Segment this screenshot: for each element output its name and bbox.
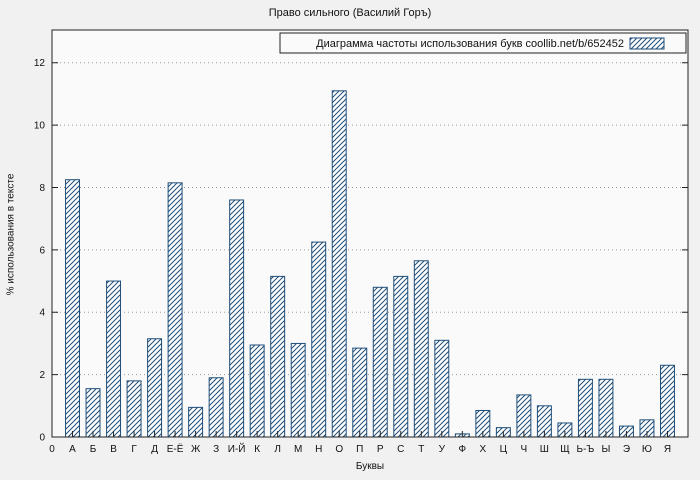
category-label: О bbox=[335, 444, 343, 455]
legend-box bbox=[279, 32, 687, 54]
x-origin-label: 0 bbox=[49, 444, 55, 455]
category-label: В bbox=[110, 444, 117, 455]
category-label: Т bbox=[418, 444, 424, 455]
category-label: Б bbox=[90, 444, 97, 455]
category-label: Ф bbox=[459, 444, 467, 455]
category-label: Э bbox=[623, 444, 630, 455]
bar-М bbox=[290, 342, 306, 438]
category-label: Д bbox=[151, 444, 158, 455]
category-label: Ж bbox=[191, 444, 201, 455]
bar-И-Й bbox=[229, 199, 245, 438]
bar-Г bbox=[126, 380, 142, 438]
y-tick-label: 6 bbox=[39, 245, 45, 256]
category-label: Л bbox=[274, 444, 281, 455]
bar-Х bbox=[475, 409, 491, 438]
bar-Щ bbox=[557, 422, 573, 438]
category-label: Е-Ё bbox=[167, 443, 184, 455]
category-label: Я bbox=[664, 444, 671, 455]
plot-border bbox=[51, 29, 689, 438]
category-label: П bbox=[356, 444, 363, 455]
category-label: Ю bbox=[642, 444, 652, 455]
legend-label: Диаграмма частоты использования букв coo… bbox=[316, 38, 624, 50]
category-label: Ы bbox=[602, 444, 611, 455]
category-label: Ч bbox=[521, 444, 528, 455]
bar-Ы bbox=[598, 378, 614, 438]
bar-Ж bbox=[188, 406, 204, 438]
bar-О bbox=[331, 90, 347, 438]
y-tick-label: 10 bbox=[34, 121, 46, 132]
bar-Е-Ё bbox=[167, 182, 183, 438]
bar-Ш bbox=[536, 405, 552, 438]
bar-Т bbox=[413, 260, 429, 438]
bar-Д bbox=[147, 338, 163, 438]
bar-С bbox=[393, 275, 409, 438]
category-label: А bbox=[69, 444, 76, 455]
category-label: Ь-Ъ bbox=[577, 444, 595, 455]
y-tick-label: 12 bbox=[34, 58, 46, 69]
category-label: Ш bbox=[540, 444, 549, 455]
bar-А bbox=[65, 179, 80, 438]
bar-К bbox=[249, 344, 265, 438]
bar-Я bbox=[660, 364, 675, 438]
category-label: Н bbox=[315, 444, 322, 455]
bar-Ь-Ъ bbox=[577, 378, 593, 438]
category-label: У bbox=[439, 444, 446, 455]
x-axis-label: Буквы bbox=[355, 461, 385, 472]
bar-Ч bbox=[516, 394, 532, 438]
category-label: Г bbox=[131, 444, 137, 455]
y-tick-label: 2 bbox=[39, 370, 45, 381]
bar-У bbox=[434, 339, 450, 438]
bar-В bbox=[106, 280, 122, 438]
chart-title: Право сильного (Василий Горъ) bbox=[268, 7, 432, 19]
legend-swatch bbox=[629, 37, 665, 50]
category-label: Р bbox=[377, 444, 384, 455]
bar-З bbox=[208, 377, 224, 438]
category-label: Х bbox=[480, 444, 487, 455]
category-label: С bbox=[397, 444, 404, 455]
bar-Н bbox=[311, 241, 327, 438]
category-label: К bbox=[254, 444, 260, 455]
category-label: Щ bbox=[560, 444, 569, 455]
y-tick-label: 4 bbox=[39, 308, 45, 319]
bar-Б bbox=[85, 388, 101, 438]
category-label: И-Й bbox=[228, 442, 246, 455]
category-label: З bbox=[213, 444, 219, 455]
y-tick-label: 0 bbox=[39, 433, 45, 444]
category-label: Ц bbox=[500, 444, 508, 455]
y-tick-label: 8 bbox=[39, 183, 45, 194]
bar-Р bbox=[372, 286, 388, 438]
category-label: М bbox=[294, 444, 302, 455]
bar-П bbox=[352, 347, 368, 438]
bar-Л bbox=[270, 275, 286, 438]
